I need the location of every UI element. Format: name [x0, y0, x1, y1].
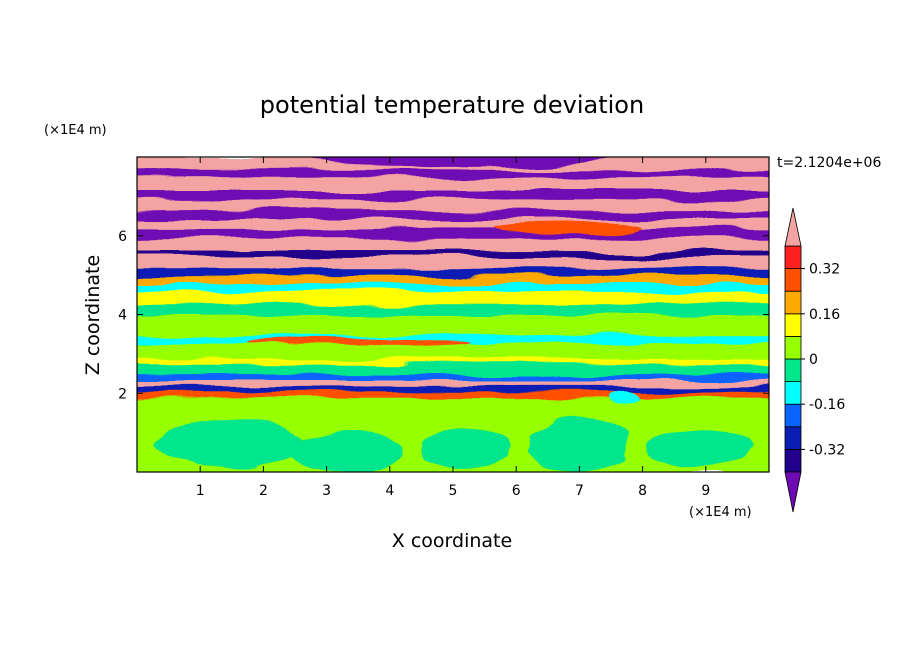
colorbar-segment-0 — [784, 448, 802, 473]
colorbar-max-arrow — [784, 207, 802, 247]
x-axis-label: X coordinate — [392, 530, 512, 552]
contour-blob-0 — [155, 420, 308, 469]
colorbar-segment-4 — [784, 358, 802, 383]
contour-band-20 — [137, 217, 769, 229]
x-unit-label: (×1E4 m) — [689, 505, 752, 520]
contour-blob-5 — [607, 391, 640, 404]
contour-band-8 — [137, 341, 769, 359]
colorbar-label-1: 0.16 — [809, 307, 840, 323]
contour-band-6 — [137, 362, 769, 375]
contour-blob-4 — [648, 428, 751, 469]
contour-band-2 — [137, 390, 769, 399]
contour-band-1 — [137, 396, 769, 414]
contour-band-11 — [137, 301, 769, 316]
colorbar-min-arrow — [784, 471, 802, 513]
y-tick-label-2: 2 — [118, 386, 127, 402]
y-axis: 2 4 6 — [118, 229, 769, 402]
colorbar-segment-7 — [784, 290, 802, 315]
colorbar-segment-8 — [784, 268, 802, 292]
colorbar-segment-6 — [784, 313, 802, 337]
y-tick-label-4: 4 — [118, 308, 127, 324]
x-tick-label-2: 2 — [259, 483, 268, 499]
contour-band-21 — [137, 209, 769, 220]
x-tick-label-1: 1 — [196, 483, 205, 499]
colorbar-segment-9 — [784, 245, 802, 270]
contour-band-9 — [137, 333, 769, 344]
contour-field — [137, 157, 769, 472]
contour-band-12 — [137, 289, 769, 304]
x-tick-label-9: 9 — [701, 483, 710, 499]
contour-band-23 — [137, 187, 769, 200]
contour-band-16 — [137, 254, 769, 269]
contour-band-10 — [137, 313, 769, 336]
contour-blob-1 — [288, 432, 403, 472]
colorbar-segment-5 — [784, 335, 802, 360]
chart-title: potential temperature deviation — [260, 91, 644, 119]
x-axis: 1 2 3 4 5 6 7 8 9 — [196, 157, 710, 499]
contour-band-14 — [137, 274, 769, 284]
contour-band-13 — [137, 282, 769, 292]
colorbar-segment-2 — [784, 403, 802, 428]
contour-band-15 — [137, 266, 769, 277]
contour-band-22 — [137, 197, 769, 212]
contour-band-24 — [137, 175, 769, 190]
colorbar-label-4: -0.32 — [809, 442, 845, 458]
x-tick-label-7: 7 — [575, 483, 584, 499]
contour-band-5 — [137, 372, 769, 381]
colorbar: 0.32 0.16 0 -0.16 -0.32 — [784, 207, 845, 513]
contour-band-18 — [137, 236, 769, 251]
contour-band-3 — [137, 384, 769, 393]
y-tick-label-6: 6 — [118, 229, 127, 245]
y-unit-label: (×1E4 m) — [44, 123, 107, 138]
y-axis-label: Z coordinate — [82, 255, 104, 375]
contour-blob-2 — [421, 426, 510, 471]
colorbar-segment-3 — [784, 381, 802, 405]
colorbar-label-0: 0.32 — [809, 262, 840, 278]
plot-area — [137, 157, 769, 472]
contour-band-17 — [137, 248, 769, 257]
contour-band-4 — [137, 378, 769, 387]
colorbar-label-3: -0.16 — [809, 397, 845, 413]
x-tick-label-4: 4 — [385, 483, 394, 499]
x-tick-label-5: 5 — [449, 483, 458, 499]
colorbar-label-2: 0 — [809, 352, 818, 368]
contour-band-25 — [137, 167, 769, 178]
contour-blob-8 — [244, 338, 472, 346]
x-tick-label-6: 6 — [512, 483, 521, 499]
x-tick-label-8: 8 — [638, 483, 647, 499]
contour-blob-7 — [490, 221, 643, 234]
time-label: t=2.1204e+06 — [777, 155, 881, 171]
x-tick-label-3: 3 — [322, 483, 331, 499]
contour-band-19 — [137, 226, 769, 239]
contour-band-7 — [137, 356, 769, 365]
contour-blob-3 — [528, 416, 630, 472]
colorbar-segment-1 — [784, 426, 802, 450]
